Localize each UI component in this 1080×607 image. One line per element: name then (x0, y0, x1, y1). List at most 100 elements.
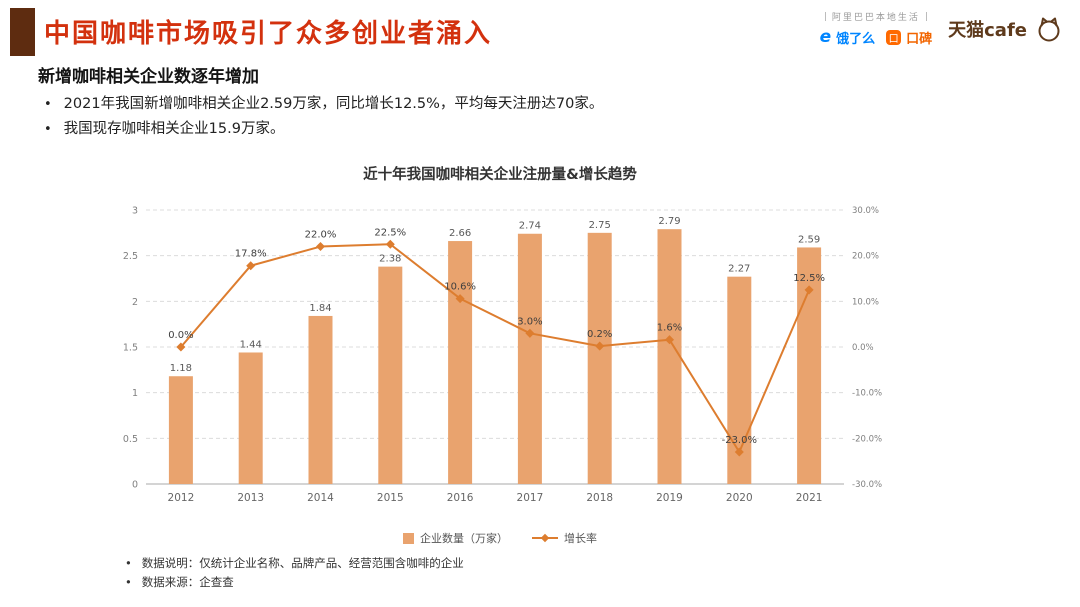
line-value-label: 22.0% (305, 230, 337, 241)
line-marker (246, 261, 256, 271)
legend-item-line-series: 增长率 (532, 530, 597, 546)
bullet-item: • 我国现存咖啡相关企业15.9万家。 (44, 117, 603, 142)
line-value-label: -23.0% (722, 435, 757, 446)
bar-value-label: 2.27 (728, 264, 750, 275)
bar-legend-swatch (403, 532, 414, 544)
footnote-text: 数据来源：企查查 (141, 575, 234, 589)
line-value-label: 17.8% (235, 249, 267, 260)
line-value-label: 0.2% (587, 329, 612, 340)
title-accent-block (10, 8, 35, 56)
line-legend-marker (540, 533, 550, 543)
eleme-logo-text: 饿了么 (836, 32, 876, 47)
section-subtitle: 新增咖啡相关企业数逐年增加 (38, 67, 259, 87)
line-value-label: 0.0% (168, 330, 193, 341)
left-tick-decoration (824, 12, 826, 21)
line-value-label: 10.6% (444, 282, 476, 293)
x-axis-category-label: 2014 (307, 492, 334, 504)
right-axis-tick-label: 30.0% (852, 206, 879, 216)
bar-legend-label: 企业数量（万家） (420, 532, 508, 545)
left-axis-tick-label: 2 (132, 297, 138, 308)
x-axis-category-label: 2015 (377, 492, 404, 504)
legend-item-bar-series: 企业数量（万家） (403, 530, 508, 546)
line-value-label: 1.6% (657, 323, 682, 334)
line-value-label: 22.5% (374, 227, 406, 238)
line-marker (804, 285, 814, 295)
chart-title: 近十年我国咖啡相关企业注册量&增长趋势 (363, 167, 637, 183)
tmall-cat-icon (1038, 17, 1060, 41)
bar (308, 315, 333, 484)
bullet-dot: • (125, 556, 132, 570)
line-legend-swatch (532, 533, 558, 543)
bullet-text: 我国现存咖啡相关企业15.9万家。 (63, 121, 285, 137)
footnote-item: • 数据来源：企查查 (125, 573, 464, 592)
bar-value-label: 2.38 (379, 254, 401, 265)
bar-value-label: 2.66 (449, 228, 471, 239)
right-tick-decoration (925, 12, 927, 21)
footnote-item: • 数据说明：仅统计企业名称、品牌产品、经营范围含咖啡的企业 (125, 554, 464, 573)
left-axis-tick-label: 0 (132, 480, 138, 491)
bar-value-label: 2.59 (798, 234, 820, 245)
chart-area: 近十年我国咖啡相关企业注册量&增长趋势 0 0.5 1 1.5 2 2.5 3 30.0% 20… (100, 163, 900, 546)
right-axis-tick-label: 20.0% (852, 252, 879, 262)
footnotes: • 数据说明：仅统计企业名称、品牌产品、经营范围含咖啡的企业 • 数据来源：企查… (125, 554, 464, 592)
right-axis-tick-label: -30.0% (852, 480, 882, 490)
bar (517, 233, 542, 484)
bullet-dot: • (44, 97, 52, 112)
chart-legend: 企业数量（万家） 增长率 (100, 530, 900, 546)
left-axis-tick-label: 2.5 (123, 251, 138, 262)
bullet-item: • 2021年我国新增咖啡相关企业2.59万家，同比增长12.5%，平均每天注册… (44, 92, 603, 117)
koubei-logo-text: 口碑 (906, 32, 933, 47)
bullet-dot: • (44, 122, 52, 137)
bar-value-label: 2.79 (658, 216, 680, 227)
bullet-text: 2021年我国新增咖啡相关企业2.59万家，同比增长12.5%，平均每天注册达7… (63, 96, 604, 112)
tmall-cafe-logo: 天猫cafe (948, 15, 1064, 43)
combo-chart: 0 0.5 1 1.5 2 2.5 3 30.0% 20.0% 10.0% 0.0% -10.0% -2… (123, 206, 882, 505)
x-axis-category-label: 2017 (517, 492, 544, 504)
right-axis-tick-label: -20.0% (852, 434, 882, 444)
bar (587, 232, 612, 484)
bullet-dot: • (125, 575, 132, 589)
x-axis-category-label: 2019 (656, 492, 683, 504)
alibaba-local-life-text-row: 阿里巴巴本地生活 (824, 10, 927, 23)
bar-value-label: 2.74 (519, 221, 541, 232)
x-axis-category-label: 2016 (447, 492, 474, 504)
bar (448, 241, 473, 484)
line-value-label: 3.0% (517, 316, 542, 327)
page-title: 中国咖啡市场吸引了众多创业者涌入 (44, 19, 493, 49)
right-axis-tick-label: 0.0% (852, 343, 874, 353)
bullet-list: • 2021年我国新增咖啡相关企业2.59万家，同比增长12.5%，平均每天注册… (44, 92, 603, 142)
bar (378, 266, 403, 484)
x-axis-category-label: 2013 (237, 492, 264, 504)
right-axis-tick-label: 10.0% (852, 297, 879, 307)
bar-value-label: 1.84 (309, 303, 331, 314)
right-axis-tick-label: -10.0% (852, 389, 882, 399)
bar-value-label: 1.18 (170, 363, 192, 374)
line-marker (734, 447, 744, 457)
line-marker (315, 242, 326, 252)
x-axis-category-label: 2020 (726, 492, 753, 504)
footnote-text: 数据说明：仅统计企业名称、品牌产品、经营范围含咖啡的企业 (141, 556, 464, 570)
eleme-icon: e (819, 27, 832, 47)
logo-area: 阿里巴巴本地生活 e 饿了么 口 口碑 天猫cafe (820, 10, 1064, 47)
eleme-koubei-row: e 饿了么 口 口碑 (819, 27, 933, 48)
left-axis-tick-label: 0.5 (123, 434, 138, 445)
bar-value-label: 2.75 (589, 220, 611, 231)
line-marker (385, 239, 395, 249)
bar (238, 352, 263, 484)
koubei-icon: 口 (886, 30, 902, 45)
left-axis-tick-label: 3 (132, 206, 138, 217)
line-legend-label: 增长率 (564, 532, 597, 545)
bar (168, 376, 193, 484)
line-value-label: 12.5% (793, 273, 825, 284)
bar (657, 229, 682, 484)
x-axis-category-label: 2012 (168, 492, 195, 504)
growth-rate-line (180, 243, 811, 454)
bar-value-label: 1.44 (240, 339, 262, 350)
left-axis-tick-label: 1 (132, 388, 138, 399)
alibaba-local-life-label: 阿里巴巴本地生活 (831, 13, 920, 23)
x-axis-category-label: 2021 (796, 492, 823, 504)
tmall-cafe-logo-text: 天猫cafe (948, 19, 1027, 41)
left-axis-tick-label: 1.5 (123, 343, 138, 354)
alibaba-local-life-logo: 阿里巴巴本地生活 e 饿了么 口 口碑 (819, 10, 933, 48)
